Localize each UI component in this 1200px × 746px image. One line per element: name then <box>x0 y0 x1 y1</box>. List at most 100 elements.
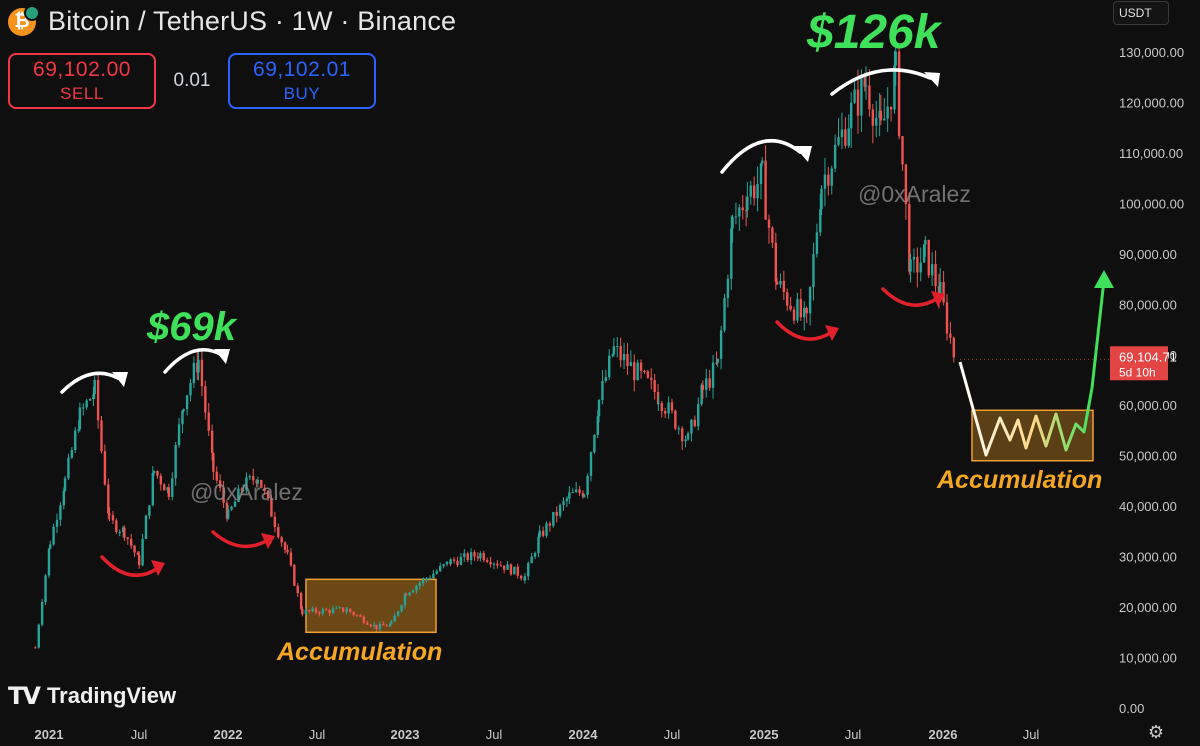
candle-body <box>159 475 163 485</box>
candle-body <box>705 378 708 390</box>
candle-body <box>909 259 912 272</box>
candle-body <box>100 420 103 452</box>
price-tick: 50,000.00 <box>1119 449 1177 464</box>
candle <box>734 202 738 225</box>
candle <box>942 270 945 306</box>
currency-select[interactable]: USDT <box>1113 1 1169 25</box>
candle-body <box>663 411 667 414</box>
candle-body <box>411 590 415 593</box>
candle-body <box>919 262 922 273</box>
top-arrow-2025a-path <box>720 139 802 174</box>
candle-body <box>756 183 759 199</box>
candle <box>912 248 916 273</box>
candle-body <box>513 566 516 575</box>
candle-body <box>616 346 619 348</box>
candle <box>237 484 240 503</box>
candle <box>844 117 847 149</box>
settings-gear-icon[interactable]: ⚙ <box>1147 722 1165 742</box>
candle-body <box>96 379 100 421</box>
candle <box>403 592 407 609</box>
candle <box>469 548 473 565</box>
sell-button[interactable]: 69,102.00 SELL <box>8 53 156 109</box>
candle-body <box>945 302 949 334</box>
candle <box>240 487 243 496</box>
candle-body <box>283 542 287 550</box>
candle <box>853 80 856 105</box>
candle <box>222 481 225 509</box>
candle <box>473 550 476 561</box>
candle-body <box>496 563 499 566</box>
candle <box>868 69 871 117</box>
candle <box>680 426 684 451</box>
time-tick: 2024 <box>569 727 599 742</box>
time-axis[interactable]: 2021 Jul 2022 Jul 2023 Jul 2024 Jul 2025 Jul 2026 J… <box>35 727 1040 742</box>
candle-body <box>916 256 919 273</box>
candle-body <box>752 185 756 199</box>
price-axis[interactable]: 130,000.00 120,000.00 110,000.00 100,000.00… <box>1119 45 1184 716</box>
buy-button[interactable]: 69,102.01 BUY <box>228 53 376 109</box>
candle <box>499 561 502 567</box>
candle-body <box>611 354 614 356</box>
candle <box>916 247 919 288</box>
candle <box>456 556 459 568</box>
candle <box>273 511 277 533</box>
candle <box>856 69 860 134</box>
candle <box>362 615 366 625</box>
candle-body <box>204 386 207 413</box>
candle-body <box>764 160 767 220</box>
candle <box>756 166 759 212</box>
candle-body <box>103 451 107 485</box>
candle-body <box>210 430 214 454</box>
time-tick: Jul <box>309 727 326 742</box>
candle-body <box>700 385 703 405</box>
candle <box>808 286 812 326</box>
candle-body <box>390 621 393 624</box>
candle <box>586 473 589 499</box>
candle <box>934 250 937 298</box>
candle <box>92 386 95 407</box>
candle <box>715 351 718 365</box>
candle <box>163 483 166 491</box>
candle <box>693 415 697 428</box>
candle-body <box>847 128 850 146</box>
candle <box>949 321 952 344</box>
candle <box>280 535 283 547</box>
candle <box>786 288 789 311</box>
candle <box>289 548 293 568</box>
symbol-title[interactable]: Bitcoin / TetherUS · 1W · Binance <box>48 6 457 36</box>
candle <box>650 368 653 390</box>
candle <box>708 369 711 391</box>
candle <box>123 525 126 541</box>
candle <box>103 444 107 486</box>
candle-body <box>260 479 263 488</box>
candle <box>746 182 749 218</box>
candle-body <box>118 531 121 533</box>
candle-body <box>74 430 77 451</box>
candle-body <box>215 471 218 481</box>
candle-body <box>927 239 930 276</box>
candle-body <box>111 515 115 521</box>
candle-body <box>597 399 601 417</box>
price-tag-box <box>1110 346 1168 381</box>
candle-body <box>304 609 307 615</box>
accumulation-label-2026: Accumulation <box>936 466 1102 494</box>
top-arrow-2021b <box>163 348 230 374</box>
candle-body <box>761 160 764 164</box>
candle-body <box>731 217 734 229</box>
candle-body <box>133 545 136 553</box>
candle-body <box>883 118 886 121</box>
candle-body <box>212 453 215 472</box>
candle <box>533 551 537 560</box>
candle-body <box>875 117 878 126</box>
candle <box>248 474 252 481</box>
candle <box>506 561 509 570</box>
candle <box>151 466 154 507</box>
price-tick: 10,000.00 <box>1119 651 1177 666</box>
candle-body <box>626 354 629 367</box>
candle <box>731 214 734 243</box>
candle-body <box>345 608 349 611</box>
candle <box>382 621 385 626</box>
candle-body <box>734 216 738 218</box>
